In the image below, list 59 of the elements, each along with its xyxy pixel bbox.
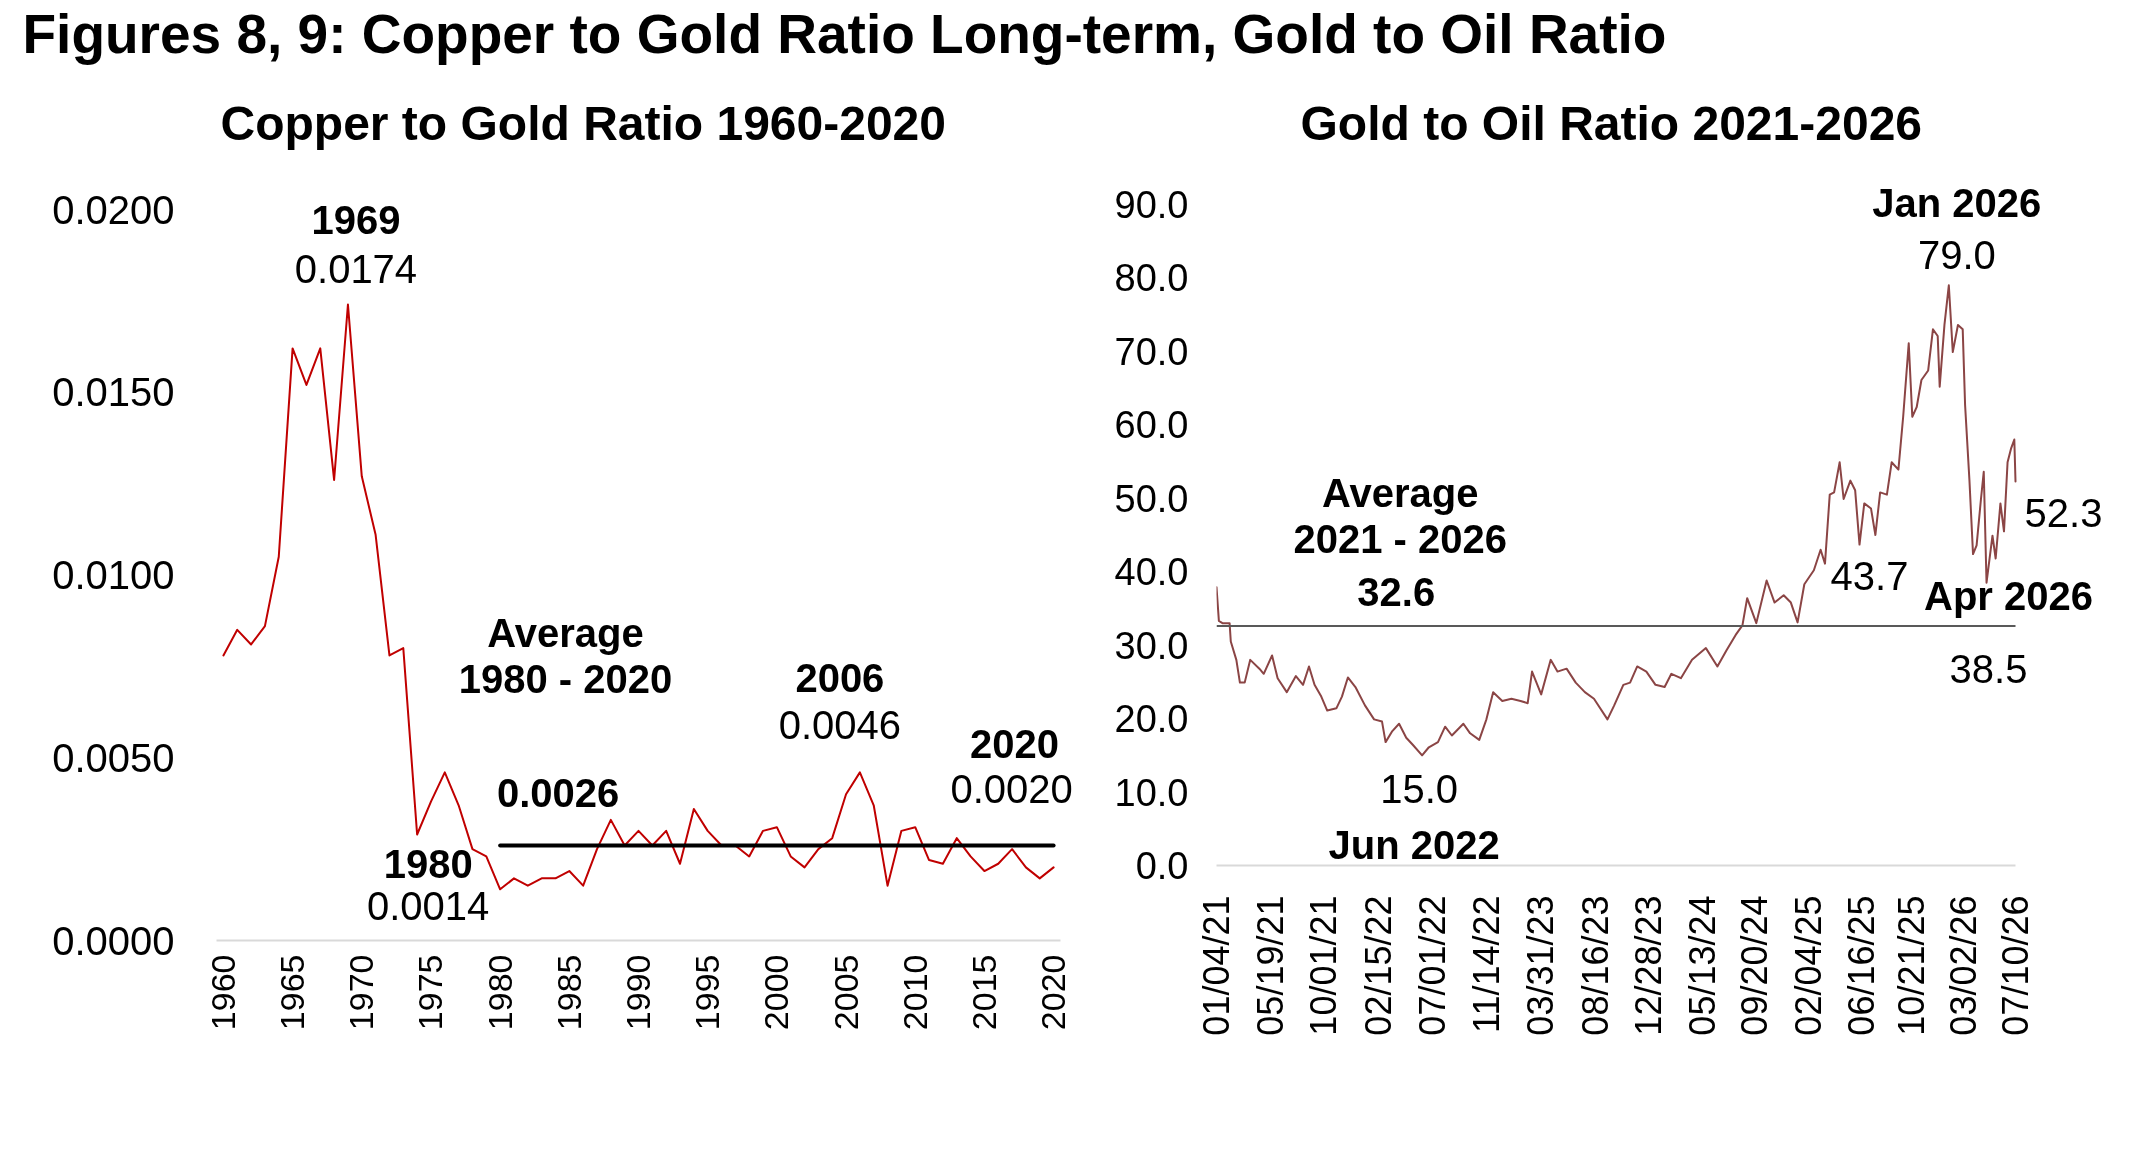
y-tick-label: 70.0 [1114,330,1189,373]
y-tick-label: 0.0 [1135,845,1189,887]
x-tick-label: 06/16/25 [1840,895,1882,1036]
annotation: 43.7 [1830,553,1909,598]
x-tick-label: 2005 [826,954,865,1031]
chart-title: Copper to Gold Ratio 1960-2020 [220,96,947,150]
x-tick-label: 2010 [895,954,934,1031]
x-tick-label: 01/04/21 [1196,895,1237,1036]
x-tick-label: 10/01/21 [1303,895,1345,1036]
x-tick-label: 02/15/22 [1357,895,1399,1036]
x-tick-label: 2000 [757,954,796,1031]
annotation: Apr 2026 38.5 [1924,573,2094,691]
x-tick-label: 12/28/23 [1627,895,1669,1036]
y-tick-label: 0.0000 [52,918,175,963]
x-tick-label: 09/20/24 [1733,895,1775,1036]
x-tick-label: 08/16/23 [1574,895,1616,1036]
y-tick-label: 40.0 [1114,551,1189,594]
x-tick-label: 2015 [964,954,1003,1031]
x-tick-label: 1960 [203,954,242,1031]
x-tick-label: 02/04/25 [1788,895,1830,1036]
annotation: 1969 0.0174 [294,197,418,291]
x-tick-label: 1970 [342,954,381,1031]
x-tick-label: 10/21/25 [1891,895,1933,1036]
text: Figures 8, 9: Copper to Gold Ratio Long-term, Gold to Oil Ratio [22,2,1667,65]
x-tick-label: 2020 [1034,954,1073,1031]
annotation: Jan 2026 79.0 [1872,181,2042,278]
ref-line-label: Average 2021 - 2026 32.6 [1293,471,1508,615]
annotation: 0.0026 [496,771,620,816]
x-tick-label: 1965 [273,954,312,1031]
x-tick-label: 05/13/24 [1682,895,1724,1036]
x-tick-label: 07/01/22 [1411,895,1453,1036]
annotation: Average 1980 - 2020 [458,611,673,702]
y-tick-label: 0.0100 [52,553,175,597]
y-tick-label: 0.0200 [52,187,175,232]
y-tick-label: 10.0 [1114,771,1189,814]
y-tick-label: 30.0 [1114,624,1189,667]
y-tick-label: 60.0 [1114,404,1189,447]
y-tick-label: 0.0050 [52,735,175,780]
x-tick-label: 03/02/26 [1943,895,1985,1036]
annotation: 2020 0.0020 [950,722,1073,812]
x-tick-label: 1980 [480,954,519,1031]
x-tick-label: 1995 [688,954,727,1031]
annotation: 15.0 Jun 2022 [1328,767,1500,868]
x-tick-label: 03/31/23 [1519,895,1561,1036]
x-tick-label: 11/14/22 [1465,895,1507,1033]
chart-title: Gold to Oil Ratio 2021-2026 [1300,96,1923,150]
x-tick-label: 05/19/21 [1249,895,1291,1036]
y-tick-label: 90.0 [1114,184,1189,226]
x-tick-label: 1975 [411,954,450,1031]
y-tick-label: 80.0 [1114,257,1189,300]
annotation: 52.3 [2024,491,2103,536]
x-tick-label: 1990 [619,954,657,1031]
y-tick-label: 50.0 [1114,477,1189,520]
annotation: 2006 0.0046 [778,656,902,748]
y-tick-label: 0.0150 [52,370,175,415]
x-tick-label: 07/10/26 [1995,895,2036,1036]
annotation: 1980 0.0014 [366,842,490,929]
x-tick-label: 1985 [549,954,588,1031]
y-tick-label: 20.0 [1114,698,1189,741]
